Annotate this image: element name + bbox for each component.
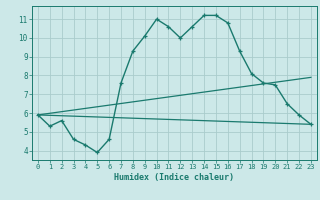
X-axis label: Humidex (Indice chaleur): Humidex (Indice chaleur)	[115, 173, 234, 182]
